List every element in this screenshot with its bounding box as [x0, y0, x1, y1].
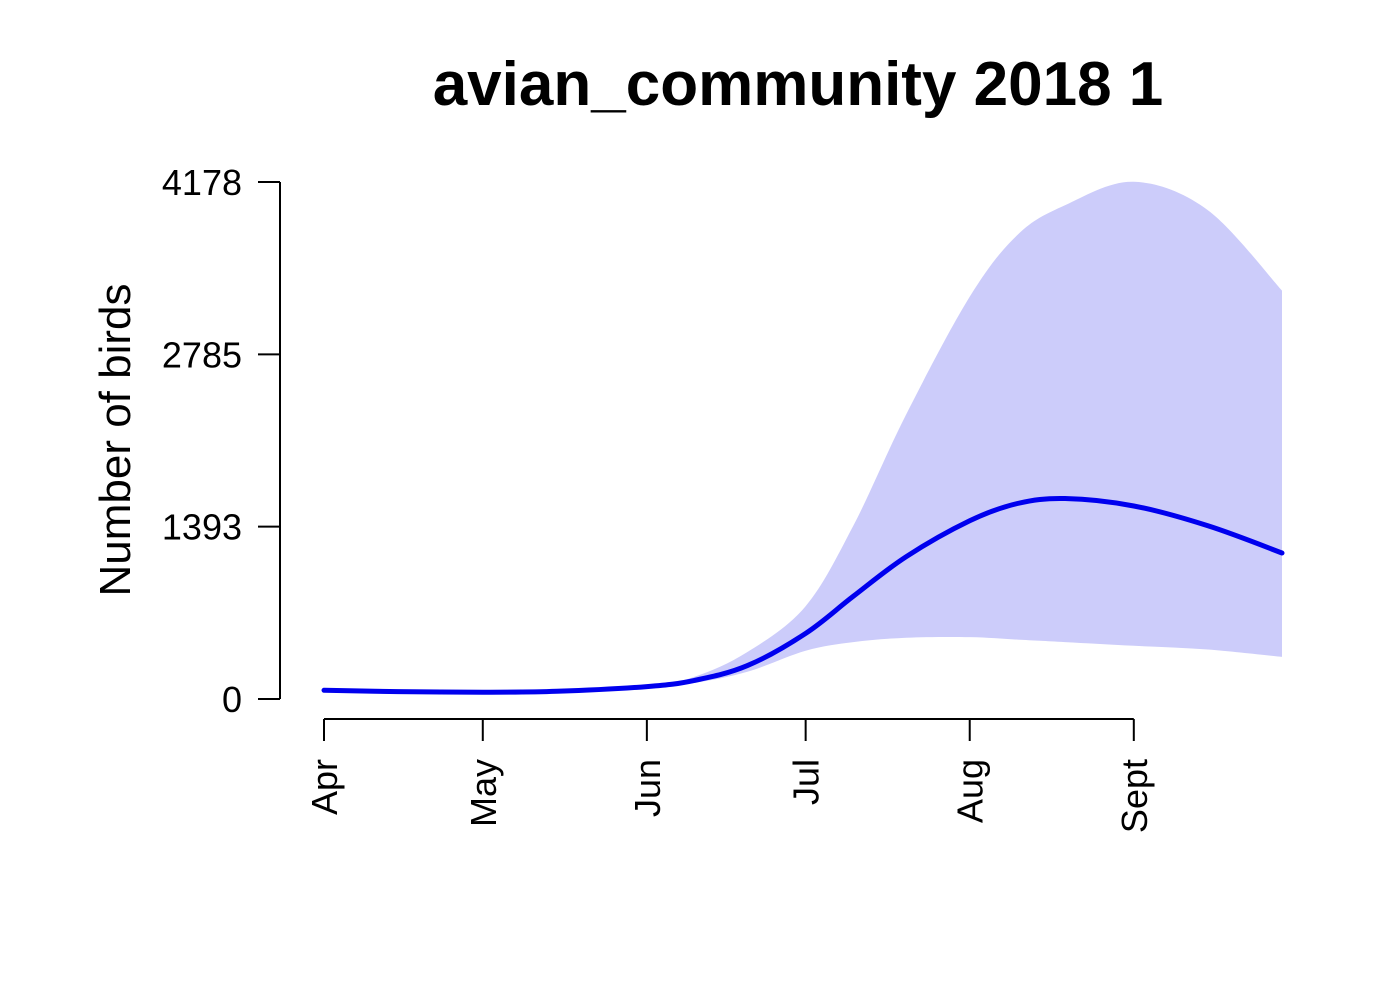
plot-area [321, 181, 1285, 695]
x-tick-label: May [463, 759, 504, 827]
mean-line [321, 495, 1285, 695]
x-tick-label: Apr [304, 759, 345, 815]
x-tick-label: Jul [786, 759, 827, 805]
axes: 0 1393 2785 4178 Apr May Jun Jul Aug Sept [162, 162, 1155, 833]
x-tick-label: Aug [950, 759, 991, 823]
y-axis-label: Number of birds [91, 283, 140, 596]
y-tick-label: 1393 [162, 507, 242, 548]
y-tick-label: 4178 [162, 162, 242, 203]
y-tick-label: 0 [222, 679, 242, 720]
confidence-band [324, 181, 1282, 692]
x-tick-label: Sept [1114, 759, 1155, 833]
chart-title: avian_community 2018 1 [433, 50, 1164, 119]
y-tick-label: 2785 [162, 334, 242, 375]
x-tick-label: Jun [627, 759, 668, 817]
